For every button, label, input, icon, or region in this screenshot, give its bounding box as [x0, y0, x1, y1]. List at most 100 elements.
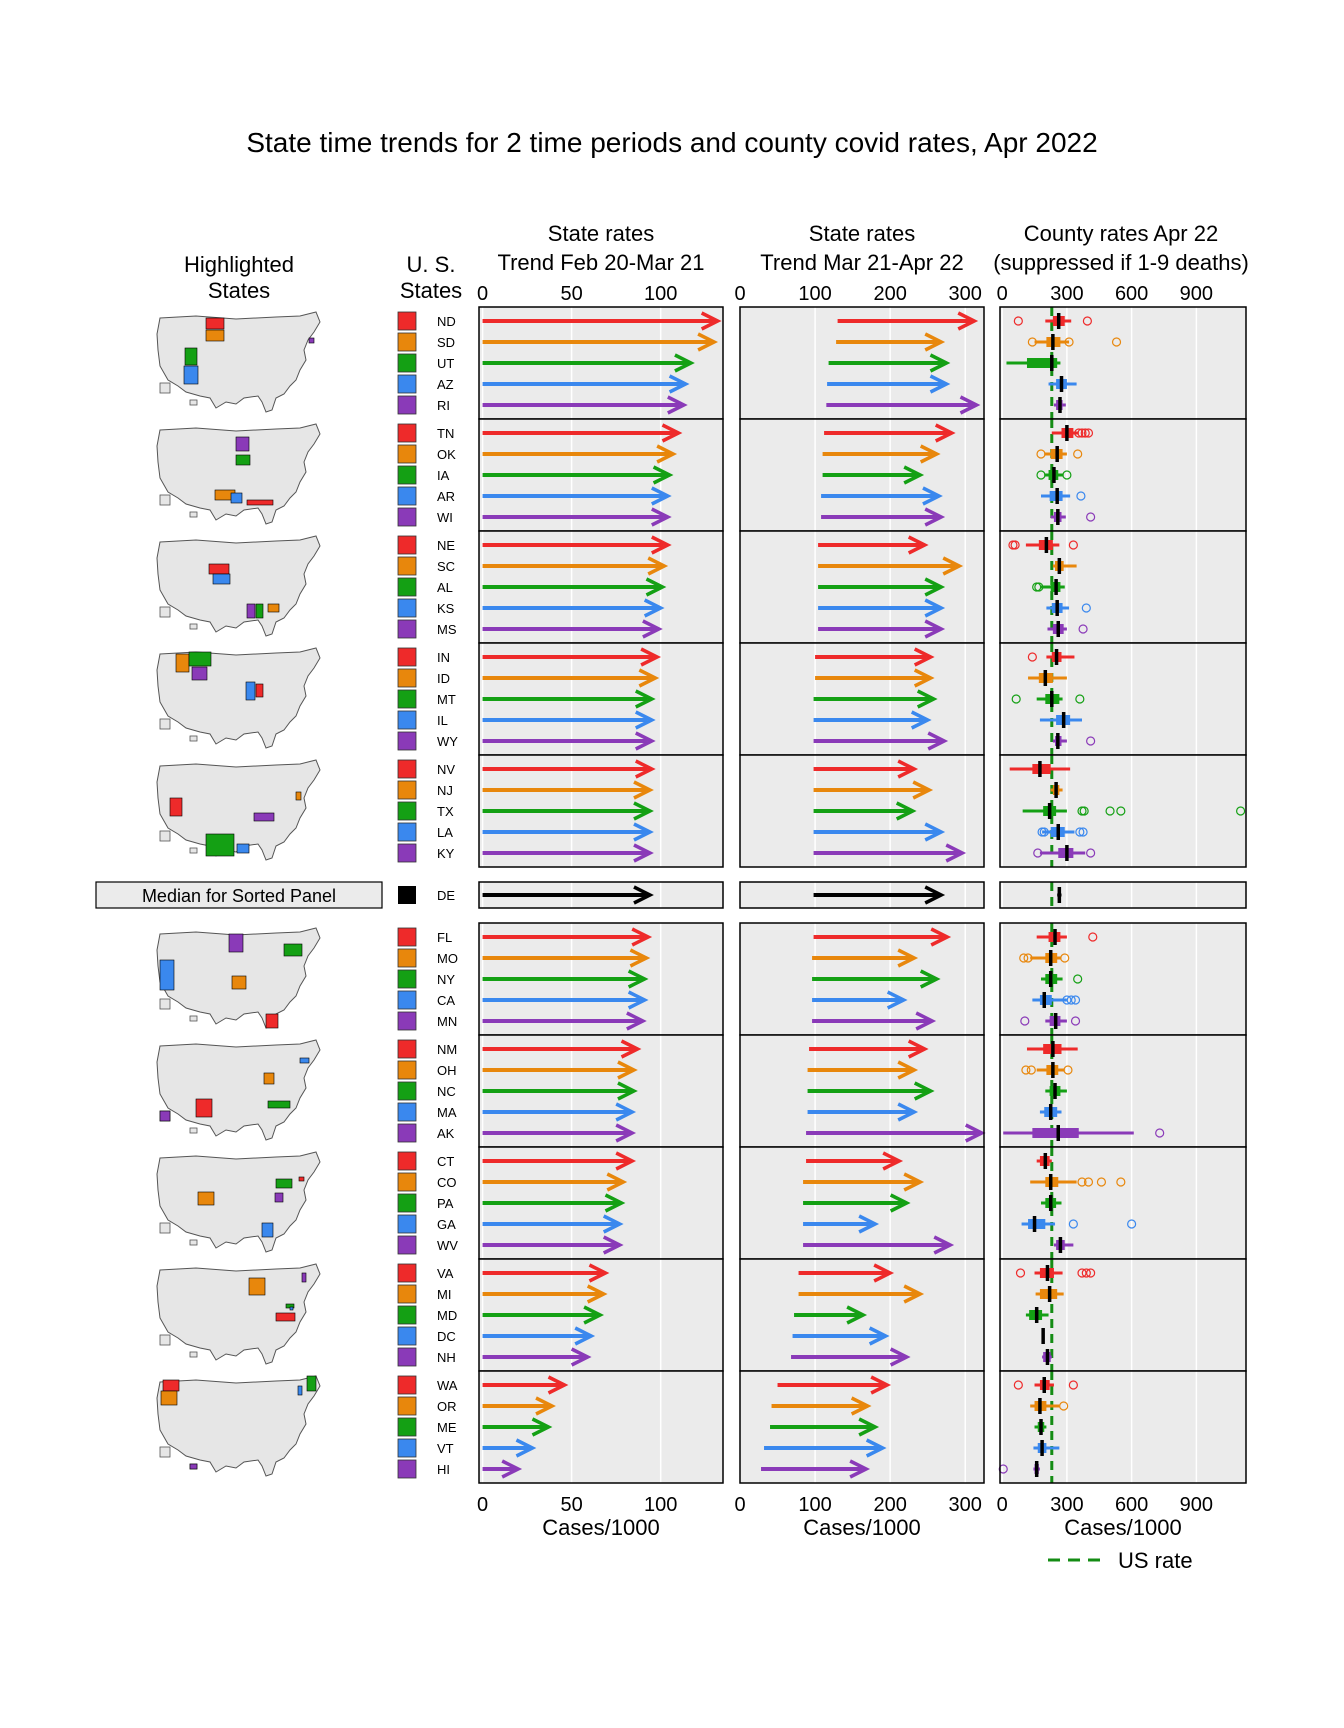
row-oh-t1-arrowhead	[617, 1060, 638, 1080]
row-hi-state-label: HI	[437, 1462, 450, 1477]
panel-3-background	[1000, 531, 1246, 643]
trend1-top-tick-label: 100	[644, 283, 677, 305]
median-t1-arrowhead	[633, 885, 654, 905]
county-top-tick-label: 300	[1050, 283, 1083, 305]
row-tx-t2-arrowhead	[895, 801, 917, 821]
hawaii-inset	[189, 1351, 198, 1358]
row-ct-t2-arrowhead	[882, 1151, 904, 1171]
panel-3-background	[1000, 923, 1246, 1035]
row-tn-t1-arrowhead	[661, 423, 683, 443]
row-md-t2-arrowhead	[846, 1305, 868, 1325]
us-map-outline	[156, 423, 321, 525]
row-wi-t1-arrowhead	[651, 507, 672, 527]
row-va-color-key	[397, 1263, 417, 1283]
row-ri-state-label: RI	[437, 398, 450, 413]
hawaii-inset	[189, 511, 198, 518]
row-wv-state-label: WV	[437, 1238, 458, 1253]
row-ct-state-label: CT	[437, 1154, 454, 1169]
row-ia-color-key	[397, 465, 417, 485]
states-header-line-2: States	[400, 278, 462, 303]
row-ia-t2-arrowhead	[903, 465, 925, 485]
row-ne-outlier	[1010, 540, 1020, 550]
hawaii-inset	[189, 847, 198, 854]
row-va-t2-arrowhead	[873, 1263, 895, 1283]
row-va-state-label: VA	[437, 1266, 454, 1281]
row-ak-color-key	[397, 1123, 417, 1143]
row-nh-t1-arrowhead	[570, 1347, 592, 1367]
row-sc-state-label: SC	[437, 559, 455, 574]
row-me-color-key	[397, 1417, 417, 1437]
row-mt-t2-arrowhead	[916, 689, 938, 709]
row-al-color-key	[397, 577, 417, 597]
row-mi-state-label: MI	[437, 1287, 451, 1302]
row-sd-color-key	[397, 332, 417, 352]
row-ga-state-label: GA	[437, 1217, 456, 1232]
row-ms-color-key	[397, 619, 417, 639]
row-sd-state-label: SD	[437, 335, 455, 350]
row-ca-t2-arrowhead	[886, 990, 908, 1010]
row-il-color-key	[397, 710, 417, 730]
row-wy-t2-arrowhead	[927, 731, 949, 751]
map-state-nv	[169, 797, 183, 817]
row-dc-t2-arrowhead	[868, 1326, 890, 1346]
row-mt-outlier	[1075, 694, 1085, 704]
alaska-inset	[159, 382, 171, 394]
row-ia-state-label: IA	[437, 468, 450, 483]
map-state-wa	[162, 1379, 180, 1392]
row-nd-outlier	[1013, 316, 1023, 326]
row-me-t2-arrowhead	[858, 1417, 880, 1437]
row-ga-box	[1028, 1219, 1046, 1229]
row-ok-t1-arrowhead	[656, 444, 678, 464]
row-ma-t1-arrowhead	[615, 1102, 637, 1122]
row-wa-t1-arrowhead	[547, 1375, 569, 1395]
row-id-color-key	[397, 668, 417, 688]
row-nj-t2-arrowhead	[912, 780, 934, 800]
row-wi-outlier	[1086, 512, 1096, 522]
trend2-bottom-tick-label: 0	[734, 1494, 745, 1516]
map-state-sd	[205, 329, 225, 342]
states-header-line-1: U. S.	[407, 252, 456, 277]
map-state-mo	[231, 975, 247, 990]
map-state-wy	[191, 666, 208, 681]
hawaii-inset	[189, 1015, 198, 1022]
map-state-la	[236, 843, 250, 854]
row-ny-outlier	[1073, 974, 1083, 984]
row-tx-outlier	[1116, 806, 1126, 816]
row-id-t1-arrowhead	[638, 668, 660, 688]
row-in-t1-arrowhead	[640, 647, 662, 667]
row-sc-t2-arrowhead	[942, 556, 964, 576]
row-ky-outlier	[1086, 848, 1096, 858]
row-vt-state-label: VT	[437, 1441, 454, 1456]
hawaii-inset	[189, 623, 198, 630]
row-mn-t2-arrowhead	[915, 1011, 937, 1031]
row-nd-t2-arrowhead	[957, 311, 979, 331]
mini-us-map	[156, 647, 321, 749]
row-ut-t2-arrowhead	[929, 353, 951, 373]
row-ia-outlier	[1036, 470, 1046, 480]
row-ks-color-key	[397, 598, 417, 618]
row-ne-t1-arrowhead	[651, 535, 672, 555]
row-sd-t2-arrowhead	[924, 332, 946, 352]
us-map-outline	[156, 1375, 321, 1477]
row-mn-outlier	[1070, 1016, 1081, 1026]
row-hi-t1-arrowhead	[501, 1459, 523, 1479]
row-fl-state-label: FL	[437, 930, 452, 945]
mini-us-map	[156, 927, 321, 1029]
row-tx-outlier	[1079, 806, 1089, 816]
row-ms-t1-arrowhead	[642, 619, 663, 639]
row-wi-color-key	[397, 507, 417, 527]
row-tx-outlier	[1105, 806, 1115, 816]
row-mn-outlier	[1020, 1016, 1030, 1026]
trend2-header-line-1: State rates	[809, 221, 915, 246]
row-il-t2-arrowhead	[910, 710, 932, 730]
row-nm-t1-arrowhead	[620, 1039, 642, 1059]
row-nd-t1-arrowhead	[700, 311, 722, 331]
row-ky-color-key	[397, 843, 417, 863]
county-bottom-tick-label: 600	[1115, 1494, 1148, 1516]
row-tn-state-label: TN	[437, 426, 454, 441]
row-id-t2-arrowhead	[913, 668, 935, 688]
row-ma-state-label: MA	[437, 1105, 457, 1120]
row-tn-outlier	[1080, 428, 1090, 438]
row-fl-t2-arrowhead	[930, 927, 952, 947]
map-state-vt	[297, 1385, 303, 1396]
